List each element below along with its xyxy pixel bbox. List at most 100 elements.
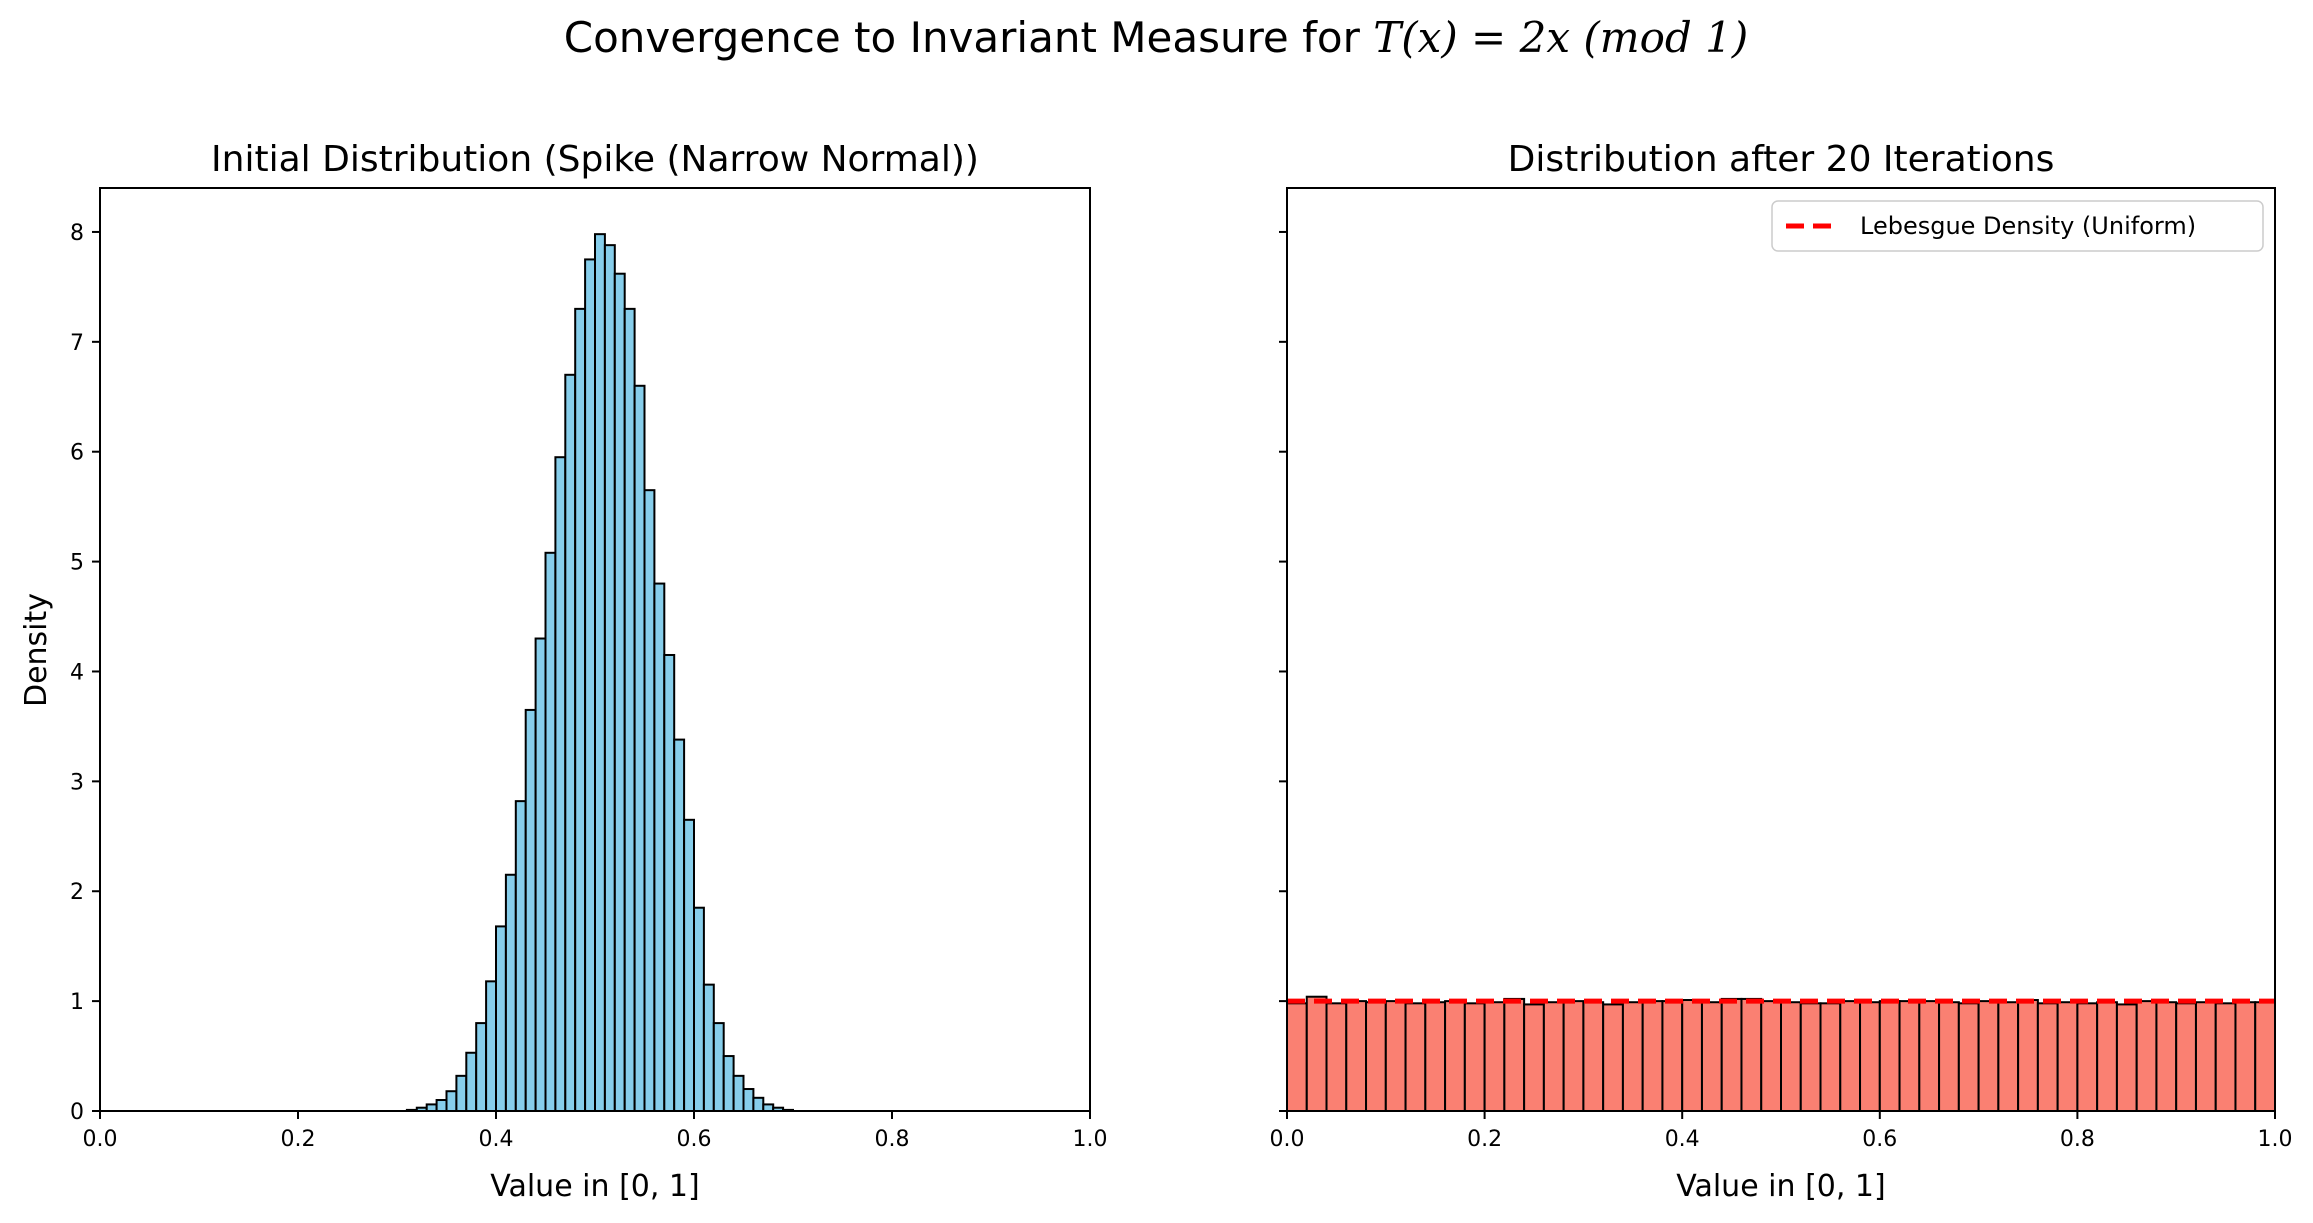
- left-histogram-bar: [554, 456, 567, 1112]
- right-histogram-bar: [1878, 1000, 1901, 1112]
- right-x-axis-ticks: 0.0 0.2 0.4 0.6 0.8 1.0: [1270, 1111, 2293, 1152]
- left-histogram-bar: [574, 307, 587, 1112]
- right-histogram-bar: [1404, 1002, 1427, 1113]
- right-histogram-bar: [1661, 1000, 1684, 1112]
- left-plot-frame: [99, 187, 1091, 1112]
- right-histogram-bar: [1799, 1002, 1822, 1113]
- left-histogram-bar: [465, 1051, 478, 1113]
- right-histogram-bar: [1621, 1001, 1644, 1112]
- figure-title-math: T(x) = 2x (mod 1): [1373, 13, 1748, 62]
- right-histogram-bar: [2175, 1002, 2197, 1113]
- right-histogram-bar: [1760, 1000, 1782, 1112]
- left-histogram-bar: [623, 307, 636, 1112]
- left-histogram-bar: [475, 1022, 488, 1112]
- right-histogram-bar: [1503, 997, 1526, 1112]
- right-histogram-bar: [1740, 997, 1763, 1112]
- left-chart-title: Initial Distribution (Spike (Narrow Norm…: [211, 139, 979, 180]
- right-histogram-bar: [1938, 1001, 1960, 1112]
- right-histogram-bar: [1444, 1000, 1466, 1112]
- left-histogram-bar: [603, 244, 616, 1112]
- left-x-tick-label: 0.2: [281, 1127, 316, 1152]
- left-y-axis-ticks: 0 1 2 3 4 5 6 7 8: [70, 221, 100, 1125]
- right-histogram-bar: [1957, 1002, 1980, 1113]
- right-x-tick-label: 0.2: [1467, 1127, 1502, 1152]
- left-x-axis-ticks: 0.0 0.2 0.4 0.6 0.8 1.0: [83, 1111, 1108, 1152]
- left-y-tick-label: 4: [70, 660, 84, 685]
- left-x-axis-label: Value in [0, 1]: [490, 1169, 699, 1204]
- left-histogram-bar: [742, 1088, 755, 1113]
- left-histogram-bar: [544, 551, 557, 1112]
- right-histogram-bar: [1345, 1000, 1368, 1112]
- right-histogram-bar: [2036, 1002, 2059, 1113]
- right-histogram-bar: [1365, 1001, 1387, 1112]
- left-histogram-bar: [524, 708, 537, 1112]
- right-y-axis-ticks: [1279, 230, 1287, 1112]
- left-y-tick-label: 2: [70, 880, 84, 905]
- left-histogram-bar: [712, 1022, 725, 1112]
- left-histogram-bar: [673, 738, 686, 1112]
- right-histogram-bar: [1997, 1001, 2020, 1112]
- right-histogram-bar: [1602, 1003, 1624, 1112]
- left-histogram-bar: [504, 873, 517, 1113]
- left-y-axis-label: Density: [19, 593, 54, 707]
- legend: Lebesgue Density (Uniform): [1771, 200, 2264, 252]
- left-histogram-bar: [752, 1096, 765, 1113]
- right-histogram-bar: [1977, 1000, 2000, 1112]
- right-chart-title: Distribution after 20 Iterations: [1508, 139, 2055, 180]
- left-x-tick-label: 0.8: [875, 1127, 910, 1152]
- left-x-tick-label: 0.6: [677, 1127, 712, 1152]
- right-histogram-bar: [1700, 1001, 1723, 1112]
- left-histogram-bar: [683, 818, 695, 1112]
- left-histogram-bar: [732, 1074, 745, 1112]
- right-histogram-bar: [1325, 1002, 1348, 1113]
- right-histogram-bar: [2096, 1001, 2118, 1112]
- right-x-tick-label: 0.6: [1862, 1127, 1897, 1152]
- right-histogram-bar: [2135, 1000, 2158, 1112]
- left-y-tick-label: 8: [70, 221, 84, 246]
- right-histogram-bar: [1523, 1003, 1545, 1112]
- right-x-tick-label: 0.8: [2060, 1127, 2095, 1152]
- left-y-tick-label: 1: [70, 990, 84, 1015]
- right-histogram-bar: [1898, 1000, 1921, 1112]
- right-histogram-bar: [2115, 1003, 2138, 1112]
- left-x-tick-label: 1.0: [1073, 1127, 1108, 1152]
- right-histogram-bar: [1780, 1001, 1802, 1112]
- left-histogram-bar: [445, 1090, 458, 1112]
- right-histogram-bar: [2194, 1001, 2217, 1112]
- right-histogram-bar: [1681, 999, 1703, 1113]
- figure-title: Convergence to Invariant Measure for T(x…: [564, 13, 1748, 62]
- left-histogram-bar: [534, 637, 547, 1112]
- right-histogram-bar: [1918, 1000, 1941, 1112]
- right-histogram-bar: [1384, 1000, 1407, 1112]
- left-histogram-bar: [653, 582, 666, 1112]
- right-histogram-bar: [2155, 1001, 2178, 1112]
- right-histogram-bar: [2234, 1001, 2257, 1112]
- legend-box: [1771, 200, 2264, 252]
- right-histogram-bar: [1582, 1001, 1605, 1112]
- right-histogram-bar: [1286, 1002, 1308, 1113]
- right-histogram-bar: [2214, 1002, 2237, 1113]
- right-histogram-bar: [2254, 1001, 2276, 1112]
- left-histogram-bar: [722, 1055, 735, 1113]
- left-histogram-bar: [613, 272, 626, 1112]
- right-histogram-bar: [1859, 1001, 1881, 1112]
- left-histogram-bar: [702, 983, 715, 1113]
- legend-entry-lebesgue: Lebesgue Density (Uniform): [1860, 212, 2196, 240]
- left-y-tick-label: 6: [70, 441, 84, 466]
- right-x-axis-label: Value in [0, 1]: [1676, 1169, 1885, 1204]
- left-histogram-bar: [693, 906, 705, 1112]
- left-y-tick-label: 0: [70, 1100, 84, 1125]
- right-histogram-bar: [1305, 995, 1328, 1112]
- left-histogram-bar: [514, 800, 527, 1112]
- right-histogram-bar: [2076, 1002, 2099, 1113]
- right-plot-frame: [1286, 187, 2276, 1112]
- left-histogram-bar: [633, 384, 646, 1113]
- right-histogram-bar: [1819, 1002, 1842, 1113]
- left-histogram-bars: [405, 233, 794, 1113]
- left-y-tick-label: 7: [70, 331, 84, 356]
- left-histogram-bar: [485, 980, 498, 1113]
- right-x-tick-label: 1.0: [2258, 1127, 2293, 1152]
- right-histogram-bars: [1286, 995, 2276, 1113]
- left-histogram-bar: [455, 1074, 468, 1112]
- right-histogram-bar: [2017, 999, 2039, 1113]
